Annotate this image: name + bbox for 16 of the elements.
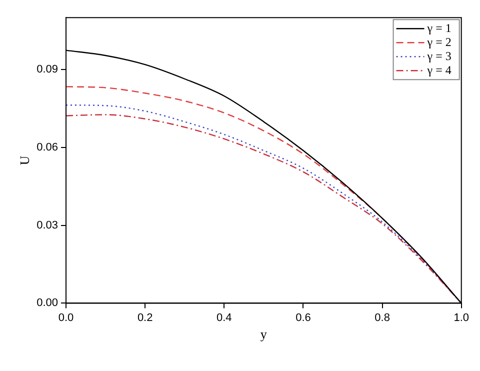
legend-label: γ = 1 bbox=[426, 20, 452, 35]
x-tick-label: 0.2 bbox=[137, 312, 153, 324]
legend-label: γ = 3 bbox=[426, 48, 452, 63]
y-axis-title: U bbox=[17, 155, 32, 166]
legend-label: γ = 2 bbox=[426, 34, 452, 49]
x-tick-label: 0.6 bbox=[296, 312, 311, 324]
y-tick-label: 0.06 bbox=[36, 141, 58, 154]
x-tick-label: 0.8 bbox=[374, 312, 390, 324]
y-tick-label: 0.00 bbox=[36, 297, 58, 310]
legend-label: γ = 4 bbox=[426, 62, 452, 77]
x-tick-label: 0.4 bbox=[216, 312, 232, 324]
y-tick-label: 0.03 bbox=[36, 219, 58, 232]
x-axis-title: y bbox=[260, 326, 268, 342]
x-tick-label: 0.0 bbox=[58, 312, 74, 324]
x-tick-label: 1.0 bbox=[454, 312, 470, 324]
y-tick-label: 0.09 bbox=[36, 64, 58, 76]
